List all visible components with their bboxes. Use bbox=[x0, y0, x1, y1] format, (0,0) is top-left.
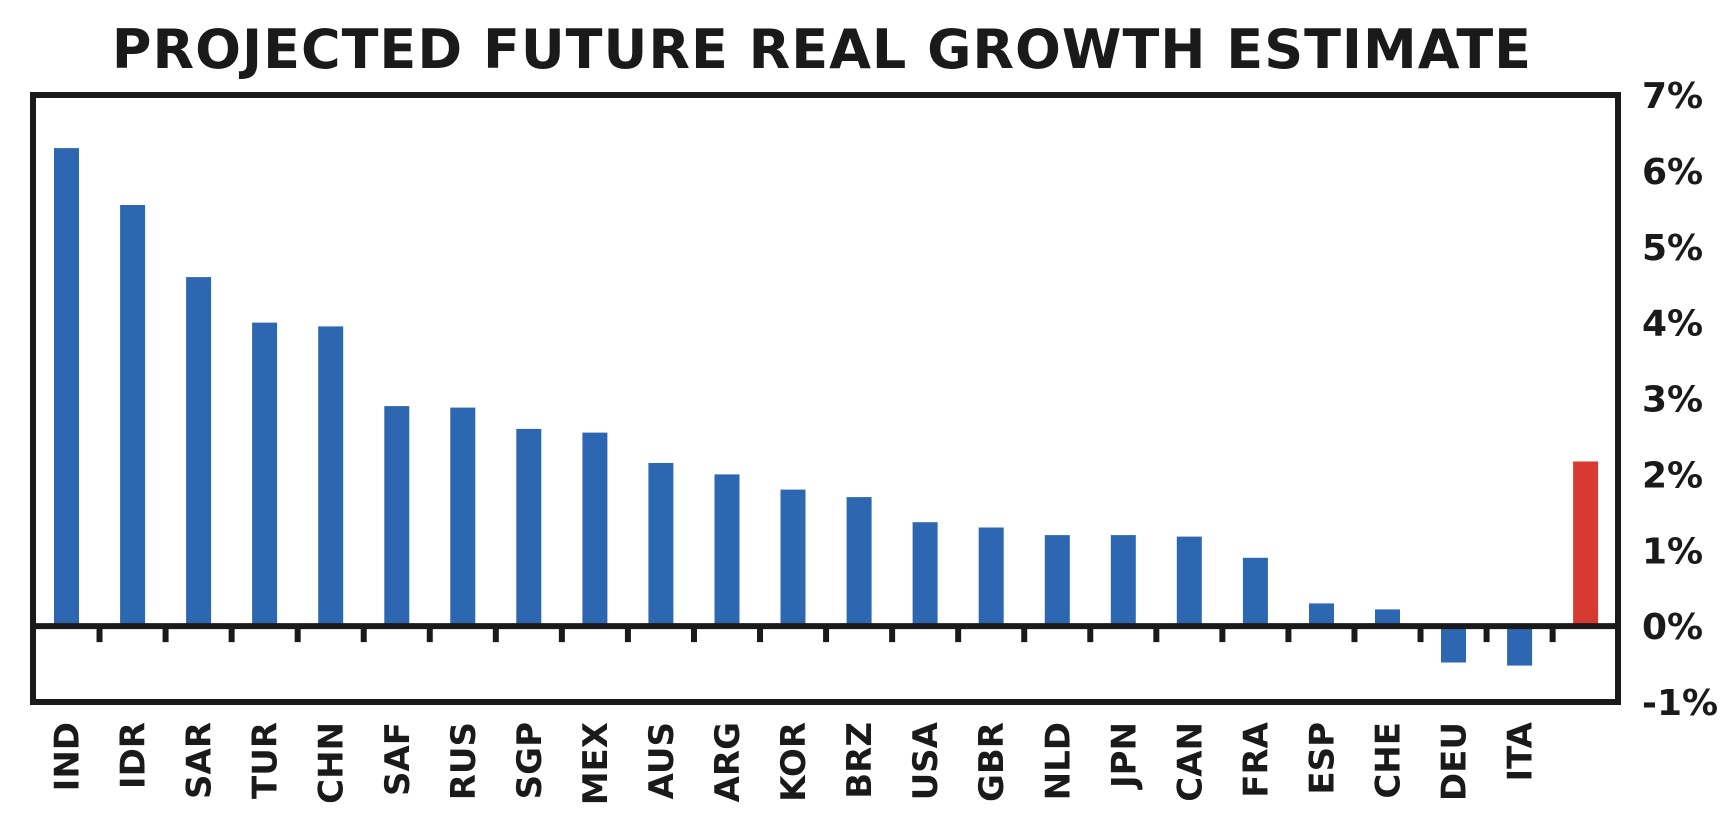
y-tick-label: 2% bbox=[1642, 455, 1703, 496]
bar-ita bbox=[1507, 626, 1533, 666]
x-tick-label-ind: IND bbox=[48, 722, 88, 791]
bar-kor bbox=[780, 489, 806, 627]
bar-deu bbox=[1441, 626, 1466, 663]
bar-unlabeled bbox=[1573, 461, 1599, 627]
x-tick-label-tur: TUR bbox=[246, 722, 286, 799]
x-tick-label-jpn: JPN bbox=[1104, 722, 1144, 790]
bar-arg bbox=[714, 474, 740, 627]
bar-mex bbox=[582, 432, 608, 627]
bar-chn bbox=[318, 326, 344, 627]
bar-jpn bbox=[1110, 535, 1136, 627]
x-tick-label-idr: IDR bbox=[114, 722, 154, 789]
bar-usa bbox=[912, 522, 938, 627]
x-tick-label-fra: FRA bbox=[1236, 721, 1276, 797]
x-tick-label-kor: KOR bbox=[774, 722, 814, 802]
bar-sgp bbox=[516, 428, 542, 627]
y-tick-label: 6% bbox=[1642, 152, 1703, 193]
bar-fra bbox=[1242, 557, 1268, 627]
x-tick-label-brz: BRZ bbox=[840, 722, 880, 799]
x-tick-label-aus: AUS bbox=[642, 722, 682, 799]
y-tick-label: 7% bbox=[1642, 76, 1703, 117]
x-tick-label-can: CAN bbox=[1170, 722, 1210, 802]
x-tick-label-sar: SAR bbox=[180, 722, 220, 799]
y-tick-label: 1% bbox=[1642, 531, 1703, 572]
bar-aus bbox=[648, 463, 674, 627]
bar-esp bbox=[1309, 603, 1334, 627]
x-tick-label-deu: DEU bbox=[1435, 722, 1475, 801]
x-tick-label-esp: ESP bbox=[1303, 722, 1343, 795]
bar-idr bbox=[120, 205, 146, 627]
bar-can bbox=[1176, 536, 1202, 627]
x-tick-label-rus: RUS bbox=[444, 722, 484, 800]
bar-ind bbox=[54, 148, 79, 627]
x-tick-label-gbr: GBR bbox=[972, 722, 1012, 802]
x-tick-label-saf: SAF bbox=[378, 722, 418, 796]
bar-sar bbox=[186, 277, 212, 627]
bars-layer bbox=[54, 148, 1599, 666]
zero-line-layer bbox=[33, 623, 1618, 643]
bar-brz bbox=[846, 497, 872, 627]
y-tick-label: 5% bbox=[1642, 228, 1703, 269]
y-tick-label: 4% bbox=[1642, 304, 1703, 345]
bar-tur bbox=[252, 322, 278, 627]
y-tick-label: 0% bbox=[1642, 607, 1703, 648]
x-tick-label-che: CHE bbox=[1369, 722, 1409, 799]
y-tick-label: -1% bbox=[1642, 683, 1718, 724]
x-tick-label-nld: NLD bbox=[1038, 722, 1078, 800]
x-tick-label-mex: MEX bbox=[576, 722, 616, 805]
bar-saf bbox=[384, 406, 410, 627]
x-tick-label-sgp: SGP bbox=[510, 722, 550, 799]
bar-che bbox=[1375, 609, 1400, 627]
x-tick-label-chn: CHN bbox=[312, 722, 352, 804]
x-tick-label-usa: USA bbox=[906, 721, 946, 800]
x-axis-labels: IND IDR SAR TUR CHN SAF RUS SGP MEX AUS ARG KOR BRZ U… bbox=[48, 721, 1541, 805]
chart-title: PROJECTED FUTURE REAL GROWTH ESTIMATE bbox=[112, 18, 1532, 81]
y-axis-labels: 7% 6% 5% 4% 3% 2% 1% 0% -1% bbox=[1642, 76, 1718, 724]
plot-frame bbox=[30, 92, 1621, 705]
y-tick-label: 3% bbox=[1642, 380, 1703, 421]
x-tick-label-arg: ARG bbox=[708, 722, 748, 802]
bar-rus bbox=[450, 407, 476, 627]
x-tick-label-ita: ITA bbox=[1501, 721, 1541, 781]
bar-nld bbox=[1044, 535, 1070, 627]
bar-gbr bbox=[978, 527, 1004, 627]
